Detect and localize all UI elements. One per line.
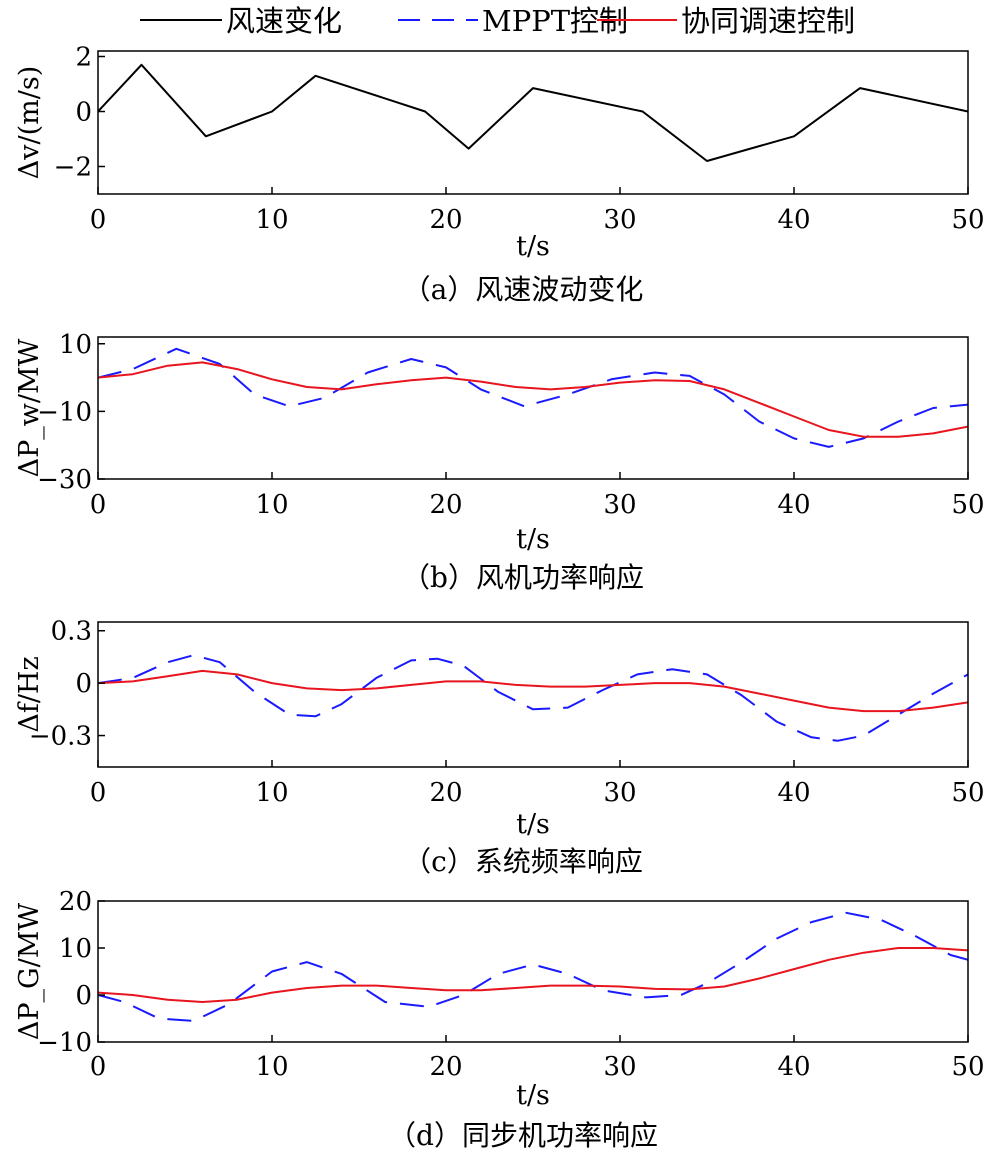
x-tick-label: 30 [603,778,636,808]
panel-caption: （c）系统频率响应 [403,845,643,878]
x-tick-label: 40 [777,778,810,808]
x-axis-label: t/s [516,1080,550,1111]
plot-frame-a [97,50,969,195]
plot-frame-d [97,900,969,1043]
y-tick-label: 10 [59,934,92,964]
x-tick-label: 20 [429,1052,462,1082]
x-tick-label: 10 [255,490,288,520]
x-tick-label: 0 [90,490,107,520]
x-tick-label: 40 [777,1052,810,1082]
x-tick-label: 30 [603,1052,636,1082]
x-tick-label: 0 [90,1052,107,1082]
x-tick-label: 0 [90,778,107,808]
x-tick-label: 50 [951,1052,984,1082]
x-axis-label: t/s [516,231,550,262]
plot-frame-c [97,621,969,768]
series-line-coord-d [98,947,968,1003]
plot-frame-b [97,336,969,480]
panel-caption: （a）风速波动变化 [403,273,644,306]
x-tick-label: 10 [255,778,288,808]
y-tick-label: −30 [37,465,92,495]
legend-label-coord: 协同调速控制 [681,4,855,38]
panel-caption: （b）风机功率响应 [402,561,644,594]
chart-panel-c: 0 10 20 30 40 50 0.3 0 −0.3 t/s Δf/Hz （c）系统频率响应 [14,617,985,878]
x-tick-label: 50 [951,778,984,808]
y-tick-label: 20 [59,887,92,917]
y-tick-label: 0 [75,98,92,128]
x-tick-label: 50 [951,490,984,520]
series-line-mppt-b [98,347,968,448]
x-tick-label: 0 [90,205,107,235]
y-tick-label: 0 [75,981,92,1011]
legend: 风速变化 MPPT控制 协同调速控制 [140,4,855,38]
x-tick-label: 20 [429,205,462,235]
x-tick-label: 20 [429,778,462,808]
series-line-coord-b [98,361,968,438]
y-tick-label: 2 [75,43,92,73]
x-tick-label: 40 [777,490,810,520]
series-line-wind-a [98,63,968,162]
y-tick-label: −10 [37,397,92,427]
y-tick-label: −10 [37,1028,92,1058]
x-tick-label: 30 [603,490,636,520]
x-tick-label: 30 [603,205,636,235]
y-tick-label: 0.3 [51,617,92,647]
y-tick-label: 10 [59,330,92,360]
series-line-mppt-d [98,911,968,1022]
x-axis-label: t/s [516,809,550,840]
y-tick-label: −2 [54,153,92,183]
x-tick-label: 20 [429,490,462,520]
y-tick-label: −0.3 [29,722,92,752]
panel-caption: （d）同步机功率响应 [388,1119,658,1152]
x-tick-label: 50 [951,205,984,235]
y-axis-label: Δf/Hz [14,656,45,732]
series-line-coord-c [98,669,968,713]
y-axis-label: ΔP_G/MW [14,903,45,1040]
y-tick-label: 0 [75,669,92,699]
x-axis-label: t/s [516,524,550,555]
x-tick-label: 10 [255,1052,288,1082]
y-axis-label: ΔP_w/MW [14,338,45,477]
series-line-mppt-c [98,654,968,742]
y-axis-label: Δv/(m/s) [14,66,45,179]
legend-label-wind: 风速变化 [226,4,342,38]
chart-panel-b: 0 10 20 30 40 50 10 −10 −30 t/s ΔP_w/MW （b）风机功率响应 [14,330,985,594]
x-tick-label: 40 [777,205,810,235]
x-tick-label: 10 [255,205,288,235]
